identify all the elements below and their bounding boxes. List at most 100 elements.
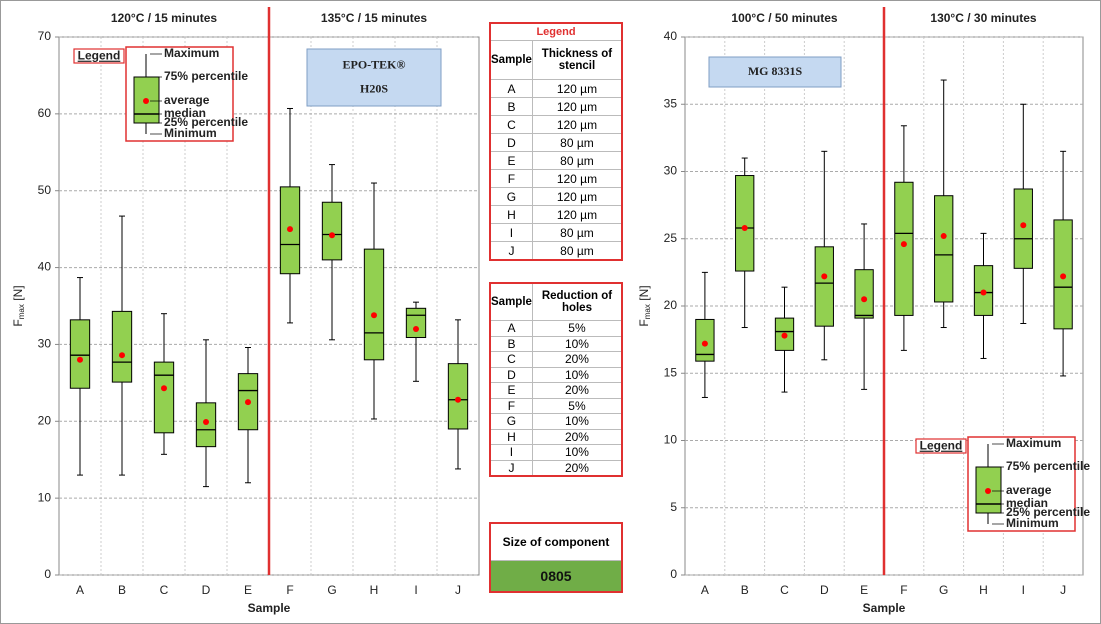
legend-label: 75% percentile	[164, 69, 248, 83]
cell: J	[489, 241, 533, 261]
cell: 10%	[531, 335, 623, 352]
row: E 80 µm	[489, 151, 623, 170]
row: C 20%	[489, 351, 623, 368]
mean	[980, 289, 987, 296]
legend-box	[975, 466, 1002, 514]
legend-label: Minimum	[164, 126, 217, 140]
legend: Legend Maximum 75% percentile averagemedian…	[915, 436, 1090, 532]
x-tick-label: F	[286, 583, 293, 597]
legend-title: Legend	[78, 49, 121, 63]
table-title: Legend	[489, 22, 623, 41]
box	[153, 361, 175, 434]
x-tick-label: G	[939, 583, 948, 597]
cell: A	[489, 79, 533, 98]
legend-title: Legend	[920, 439, 963, 453]
cell: B	[489, 97, 533, 116]
section-title: 120°C / 15 minutes	[111, 11, 218, 25]
table: Legend Sample Thickness of stencil A 120 µm B…	[489, 22, 623, 261]
y-tick-label: 20	[38, 413, 52, 427]
legend-mean	[143, 98, 149, 104]
component-value: 0805	[489, 560, 623, 593]
x-tick-label: G	[327, 583, 336, 597]
legend-title-box	[915, 438, 967, 454]
cell: D	[489, 133, 533, 152]
legend-label: median	[1006, 496, 1048, 510]
cell: C	[489, 115, 533, 134]
mean	[821, 273, 828, 280]
row: B 10%	[489, 335, 623, 352]
cell: 80 µm	[531, 241, 623, 261]
cell: I	[489, 444, 533, 461]
cell: 120 µm	[531, 205, 623, 224]
x-tick-label: F	[900, 583, 907, 597]
y-tick-label: 10	[38, 490, 52, 504]
mean	[1060, 273, 1067, 280]
cell: E	[489, 151, 533, 170]
y-label-symbol: F	[637, 319, 651, 326]
y-tick-label: 5	[670, 500, 677, 514]
cell: 20%	[531, 459, 623, 477]
cell: 120 µm	[531, 97, 623, 116]
y-tick-label: 0	[670, 567, 677, 581]
x-axis-label: Sample	[248, 601, 291, 615]
y-tick-label: 40	[38, 260, 52, 274]
y-label-unit: [N]	[11, 285, 25, 300]
y-tick-label: 25	[664, 231, 678, 245]
y-tick-label: 0	[44, 567, 51, 581]
legend-label: 25% percentile	[164, 115, 248, 129]
x-tick-label: D	[820, 583, 829, 597]
cell: 20%	[531, 351, 623, 368]
header-cell: Reduction of holes	[531, 282, 623, 321]
component-label: Size of component	[489, 522, 623, 561]
box	[405, 307, 427, 339]
box	[814, 246, 834, 327]
cell: 20%	[531, 382, 623, 399]
box	[1013, 188, 1033, 269]
mean	[1020, 222, 1027, 229]
mean	[329, 232, 335, 239]
product-label-box	[306, 48, 442, 107]
cell: 80 µm	[531, 133, 623, 152]
row: D 10%	[489, 366, 623, 383]
mean	[741, 224, 748, 231]
y-tick-label: 10	[664, 433, 678, 447]
mean	[781, 332, 788, 339]
row: G 120 µm	[489, 187, 623, 206]
cell: C	[489, 351, 533, 368]
cell: G	[489, 413, 533, 430]
row: A 5%	[489, 320, 623, 337]
x-tick-label: H	[370, 583, 379, 597]
box	[363, 248, 385, 361]
cell: D	[489, 366, 533, 383]
section-title: 130°C / 30 minutes	[930, 11, 1037, 25]
y-label-subscript: max	[17, 304, 26, 319]
section-title: 100°C / 50 minutes	[731, 11, 838, 25]
y-tick-label: 30	[664, 164, 678, 178]
x-tick-label: C	[160, 583, 169, 597]
title-row: Legend	[489, 22, 623, 41]
header-row: Sample Thickness of stencil	[489, 40, 623, 80]
row: H 120 µm	[489, 205, 623, 224]
x-tick-label: H	[979, 583, 988, 597]
mean	[77, 356, 83, 363]
component-table: Size of component 0805	[489, 522, 623, 593]
row: G 10%	[489, 413, 623, 430]
row: H 20%	[489, 428, 623, 445]
legend-label: average	[1006, 483, 1052, 497]
x-tick-label: B	[741, 583, 749, 597]
cell: 120 µm	[531, 187, 623, 206]
legend-label: Maximum	[1006, 436, 1061, 450]
box	[69, 319, 91, 389]
cell: F	[489, 397, 533, 414]
row: C 120 µm	[489, 115, 623, 134]
x-axis-label: Sample	[863, 601, 906, 615]
row: I 80 µm	[489, 223, 623, 242]
header-cell: Thickness of stencil	[531, 40, 623, 80]
section-title: 135°C / 15 minutes	[321, 11, 428, 25]
cell: 80 µm	[531, 223, 623, 242]
box	[934, 195, 954, 303]
table: Sample Reduction of holes A 5% B 10% C 20% D 10% E…	[489, 282, 623, 477]
row: J 20%	[489, 459, 623, 477]
x-tick-label: E	[860, 583, 868, 597]
